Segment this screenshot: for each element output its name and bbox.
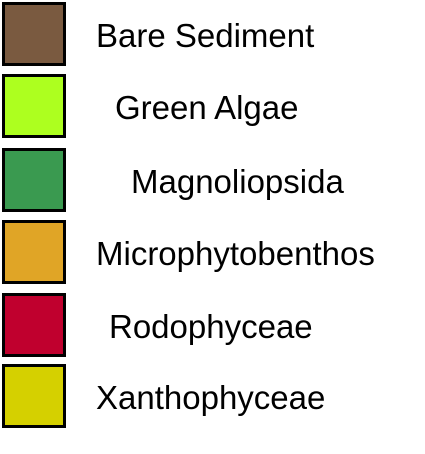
color-swatch-rodophyceae	[2, 293, 66, 357]
legend-item-rodophyceae: Rodophyceae	[0, 291, 425, 362]
color-swatch-xanthophyceae	[2, 364, 66, 428]
legend-label: Microphytobenthos	[96, 235, 375, 272]
legend-item-xanthophyceae: Xanthophyceae	[0, 362, 425, 433]
legend-item-microphytobenthos: Microphytobenthos	[0, 218, 425, 289]
legend-item-bare-sediment: Bare Sediment	[0, 0, 425, 71]
color-swatch-green-algae	[2, 74, 66, 138]
color-swatch-microphytobenthos	[2, 220, 66, 284]
legend-label: Green Algae	[115, 89, 299, 126]
legend-item-green-algae: Green Algae	[0, 72, 425, 143]
legend-label: Xanthophyceae	[96, 379, 326, 416]
legend-item-magnoliopsida: Magnoliopsida	[0, 146, 425, 217]
color-swatch-magnoliopsida	[2, 148, 66, 212]
legend-label: Bare Sediment	[96, 17, 315, 54]
legend-label: Rodophyceae	[109, 308, 313, 345]
legend-label: Magnoliopsida	[131, 163, 344, 200]
color-swatch-bare-sediment	[2, 2, 66, 66]
